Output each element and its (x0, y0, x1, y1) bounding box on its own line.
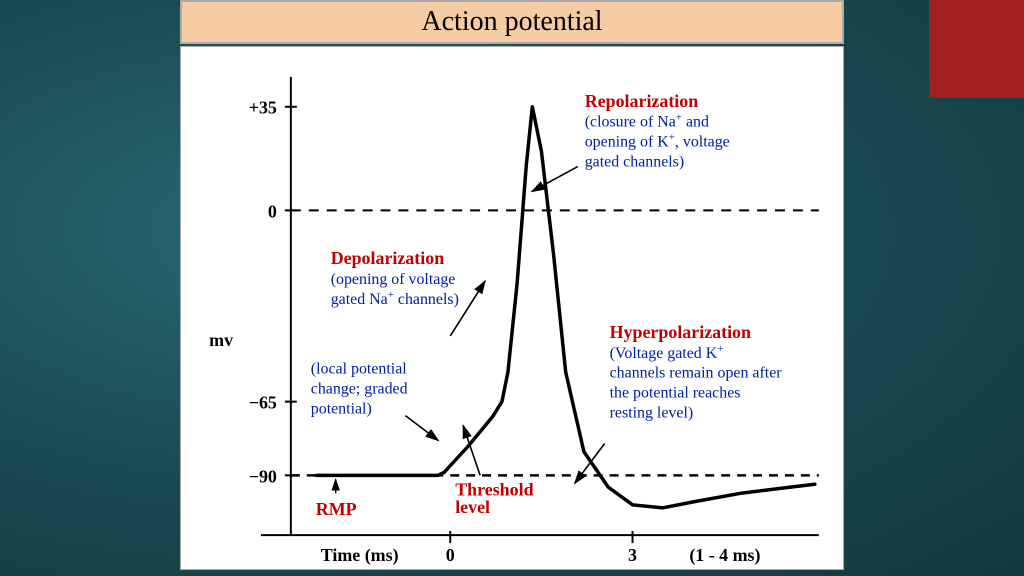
ytick-35: +35 (249, 98, 277, 118)
label-hyper-sub4: resting level) (610, 405, 694, 422)
arrow-depolarization (450, 281, 485, 336)
label-hyper-sub1: (Voltage gated K+ (610, 343, 724, 362)
label-repolarization-sub1: (closure of Na+ and (585, 112, 709, 131)
label-local1: (local potential (311, 361, 408, 378)
label-repolarization-sub3: gated channels) (585, 154, 684, 171)
ytick-90: −90 (249, 466, 277, 486)
label-threshold2: level (455, 497, 490, 517)
x-ticks: 0 3 (446, 531, 637, 565)
label-repolarization-sub2: opening of K+, voltage (585, 132, 730, 151)
label-local3: potential) (311, 401, 372, 418)
arrow-repolarization (532, 167, 578, 192)
ytick-65: −65 (249, 393, 277, 413)
xtick-3: 3 (628, 545, 637, 565)
label-hyper-sub3: the potential reaches (610, 385, 741, 402)
corner-accent (929, 0, 1024, 98)
label-repolarization-title: Repolarization (585, 91, 699, 111)
arrow-local-potential (405, 416, 438, 441)
label-hyper-sub2: channels remain open after (610, 365, 783, 382)
ytick-0: 0 (268, 201, 277, 221)
label-rmp: RMP (316, 499, 357, 519)
y-axis-title: mv (209, 330, 233, 350)
title-banner: Action potential (180, 0, 844, 44)
slide-background: Action potential +35 0 −65 (0, 0, 1024, 576)
label-depolarization-title: Depolarization (331, 248, 445, 268)
x-axis-title: Time (ms) (321, 545, 399, 566)
action-potential-curve (317, 107, 815, 508)
y-ticks: +35 0 −65 −90 (249, 98, 297, 487)
xtick-0: 0 (446, 545, 455, 565)
label-local2: change; graded (311, 381, 408, 398)
label-depolarization-sub1: (opening of voltage (331, 271, 456, 288)
diagram-panel: +35 0 −65 −90 mv 0 3 Time (ms) (1 - 4 (180, 46, 844, 570)
label-depolarization-sub2: gated Na+ channels) (331, 289, 459, 308)
label-hyper-title: Hyperpolarization (610, 322, 751, 342)
slide-title: Action potential (421, 6, 602, 38)
x-duration-note: (1 - 4 ms) (689, 545, 760, 566)
action-potential-chart: +35 0 −65 −90 mv 0 3 Time (ms) (1 - 4 (181, 47, 843, 569)
